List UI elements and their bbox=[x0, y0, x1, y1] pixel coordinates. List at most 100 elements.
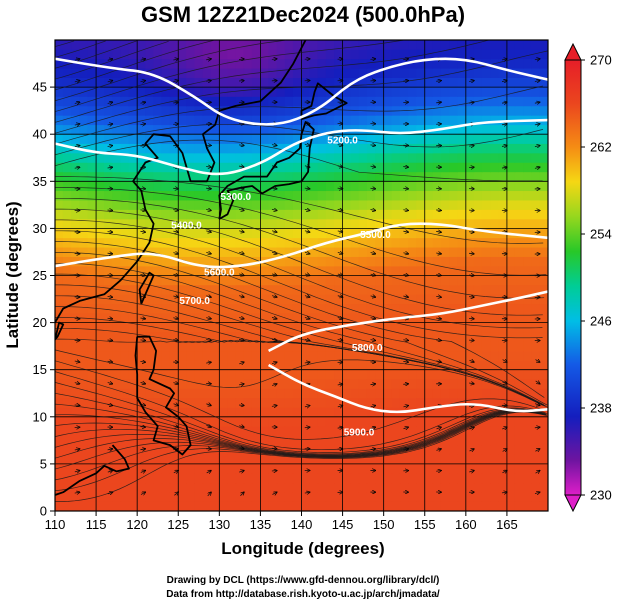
heat-cell bbox=[284, 444, 294, 455]
heat-cell bbox=[449, 58, 458, 69]
heat-cell bbox=[235, 303, 245, 314]
heat-cell bbox=[87, 77, 97, 88]
heat-cell bbox=[251, 237, 261, 248]
heat-cell bbox=[383, 463, 393, 474]
heat-cell bbox=[523, 162, 532, 173]
heat-cell bbox=[251, 40, 261, 50]
heat-cell bbox=[408, 181, 417, 192]
heat-cell bbox=[276, 40, 286, 50]
heat-cell bbox=[112, 491, 122, 502]
heat-cell bbox=[219, 312, 228, 323]
heat-cell bbox=[490, 86, 499, 97]
heat-cell bbox=[268, 181, 278, 192]
heat-cell bbox=[309, 463, 319, 474]
heat-cell bbox=[71, 152, 80, 163]
heat-cell bbox=[145, 416, 154, 427]
heat-cell bbox=[317, 190, 327, 201]
heat-cell bbox=[71, 454, 80, 465]
heat-cell bbox=[366, 96, 376, 107]
heat-cell bbox=[498, 58, 508, 69]
heat-cell bbox=[498, 105, 508, 116]
heat-cell bbox=[531, 331, 541, 342]
heat-cell bbox=[334, 378, 343, 389]
wind-arrow bbox=[436, 253, 441, 254]
heat-cell bbox=[153, 425, 163, 436]
wind-arrow bbox=[370, 59, 375, 60]
heat-cell bbox=[490, 171, 499, 182]
heat-cell bbox=[177, 40, 187, 50]
heat-cell bbox=[71, 86, 80, 97]
heat-cell bbox=[383, 96, 393, 107]
heat-cell bbox=[292, 77, 302, 88]
wind-arrow bbox=[140, 492, 145, 494]
credit-dcl: Drawing by DCL (https://www.gfd-dennou.o… bbox=[167, 575, 440, 586]
heat-cell bbox=[350, 275, 360, 286]
heat-cell bbox=[153, 303, 163, 314]
heat-cell bbox=[177, 331, 187, 342]
heat-cell bbox=[424, 199, 434, 210]
heat-cell bbox=[490, 473, 499, 484]
heat-cell bbox=[71, 491, 80, 502]
heat-cell bbox=[449, 171, 458, 182]
heat-cell bbox=[432, 67, 442, 78]
heat-cell bbox=[432, 96, 442, 107]
heat-cell bbox=[104, 388, 113, 399]
heat-cell bbox=[366, 284, 376, 295]
heat-cell bbox=[87, 341, 97, 352]
wind-arrow bbox=[370, 166, 376, 167]
heat-cell bbox=[284, 96, 294, 107]
heat-cell bbox=[383, 501, 393, 511]
heat-cell bbox=[325, 143, 335, 154]
heat-cell bbox=[87, 124, 97, 135]
heat-cell bbox=[424, 294, 434, 305]
heat-cell bbox=[481, 435, 491, 446]
heat-cell bbox=[284, 322, 294, 333]
streamline bbox=[55, 40, 106, 58]
heat-cell bbox=[440, 96, 450, 107]
heat-cell bbox=[284, 407, 294, 418]
heat-cell bbox=[235, 331, 245, 342]
heat-cell bbox=[219, 162, 228, 173]
y-tick-label: 30 bbox=[33, 221, 47, 236]
heat-cell bbox=[523, 181, 532, 192]
heat-cell bbox=[104, 96, 113, 107]
heat-cell bbox=[531, 181, 541, 192]
heat-cell bbox=[350, 265, 360, 276]
heat-cell bbox=[161, 162, 171, 173]
heat-cell bbox=[375, 378, 384, 389]
heat-cell bbox=[399, 133, 409, 144]
heat-cell bbox=[408, 105, 417, 116]
heat-cell bbox=[112, 454, 122, 465]
heat-cell bbox=[136, 40, 146, 50]
heat-cell bbox=[55, 181, 64, 192]
heat-cell bbox=[276, 237, 286, 248]
heat-cell bbox=[358, 312, 368, 323]
heat-cell bbox=[350, 162, 360, 173]
heat-cell bbox=[268, 256, 278, 267]
heat-cell bbox=[465, 491, 475, 502]
heat-cell bbox=[490, 444, 499, 455]
heat-cell bbox=[145, 284, 154, 295]
heat-cell bbox=[194, 388, 204, 399]
heat-cell bbox=[317, 482, 327, 493]
heat-cell bbox=[55, 40, 64, 50]
heat-cell bbox=[440, 397, 450, 408]
heat-cell bbox=[169, 341, 179, 352]
heat-cell bbox=[301, 265, 311, 276]
wind-arrow bbox=[74, 124, 80, 125]
heat-cell bbox=[136, 303, 146, 314]
heat-cell bbox=[358, 143, 368, 154]
heat-cell bbox=[153, 96, 163, 107]
heat-cell bbox=[128, 473, 138, 484]
heat-cell bbox=[71, 40, 80, 50]
heat-cell bbox=[210, 294, 220, 305]
heat-cell bbox=[87, 86, 97, 97]
heat-cell bbox=[325, 454, 335, 465]
heat-cell bbox=[87, 397, 97, 408]
heat-cell bbox=[202, 246, 212, 257]
heat-cell bbox=[260, 237, 269, 248]
heat-cell bbox=[514, 40, 524, 50]
heat-cell bbox=[243, 388, 253, 399]
heat-cell bbox=[375, 86, 384, 97]
wind-arrow bbox=[272, 492, 276, 494]
